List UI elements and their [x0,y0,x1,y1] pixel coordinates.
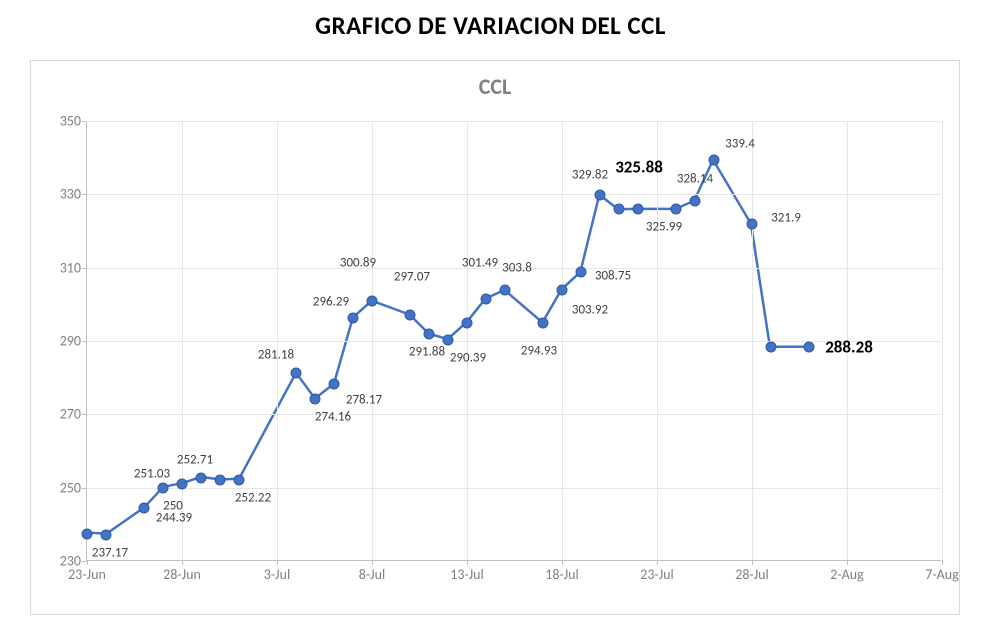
y-tick-label: 350 [60,113,87,130]
y-tick-label: 330 [60,186,87,203]
data-marker [234,474,245,485]
data-label: 288.28 [825,337,873,358]
data-label: 325.88 [615,157,663,178]
data-marker [557,284,568,295]
y-tick-label: 270 [60,406,87,423]
x-tick-label: 23-Jun [68,560,106,583]
data-marker [424,329,435,340]
data-label: 291.88 [409,345,445,360]
data-marker [348,312,359,323]
data-marker [196,472,207,483]
data-marker [633,204,644,215]
x-tick-label: 13-Jul [450,560,484,583]
gridline-vertical [562,121,563,560]
page-title: GRAFICO DE VARIACION DEL CCL [0,10,981,41]
data-marker [747,219,758,230]
data-label: 297.07 [394,270,430,285]
data-marker [804,342,815,353]
data-marker [329,379,340,390]
data-label: 274.16 [315,410,351,425]
data-marker [367,296,378,307]
ccl-chart: CCL 23025027029031033035023-Jun28-Jun3-J… [30,60,960,615]
x-tick-label: 23-Jul [640,560,674,583]
plot-area: 23025027029031033035023-Jun28-Jun3-Jul8-… [86,121,941,561]
data-marker [766,342,777,353]
gridline-horizontal [87,121,941,122]
x-tick-label: 28-Jul [735,560,769,583]
gridline-horizontal [87,414,941,415]
data-marker [462,317,473,328]
data-label: 294.93 [521,343,557,358]
data-marker [215,475,226,486]
y-tick-label: 290 [60,333,87,350]
x-tick-label: 3-Jul [264,560,290,583]
gridline-horizontal [87,341,941,342]
x-tick-label: 28-Jun [163,560,201,583]
data-label: 339.4 [725,136,755,151]
data-label: 278.17 [346,393,382,408]
data-label: 281.18 [258,348,294,363]
gridline-vertical [752,121,753,560]
data-label: 251.03 [134,466,170,481]
data-label: 237.17 [92,545,128,560]
data-label: 252.22 [235,490,271,505]
data-marker [481,293,492,304]
data-label: 250 [163,498,183,513]
data-label: 308.75 [595,269,631,284]
x-tick-label: 7-Aug [925,560,958,583]
data-label: 325.99 [646,220,682,235]
data-label: 252.71 [177,452,213,467]
data-marker [177,478,188,489]
data-label: 328.14 [677,172,713,187]
data-marker [101,529,112,540]
gridline-vertical [372,121,373,560]
data-marker [310,394,321,405]
data-marker [139,503,150,514]
gridline-vertical [942,121,943,560]
y-tick-label: 310 [60,259,87,276]
data-label: 300.89 [340,256,376,271]
data-label: 329.82 [572,167,608,182]
chart-title: CCL [31,73,959,100]
data-marker [291,368,302,379]
data-label: 303.8 [502,261,532,276]
data-label: 321.9 [771,211,801,226]
data-marker [709,154,720,165]
data-marker [576,267,587,278]
x-tick-label: 8-Jul [359,560,385,583]
data-marker [690,196,701,207]
gridline-vertical [277,121,278,560]
data-label: 303.92 [572,302,608,317]
data-marker [405,310,416,321]
y-tick-label: 250 [60,479,87,496]
data-marker [500,285,511,296]
data-marker [671,204,682,215]
gridline-vertical [657,121,658,560]
x-tick-label: 2-Aug [830,560,863,583]
data-label: 296.29 [313,294,349,309]
x-tick-label: 18-Jul [545,560,579,583]
data-marker [595,189,606,200]
data-label: 290.39 [450,350,486,365]
gridline-horizontal [87,488,941,489]
gridline-horizontal [87,194,941,195]
data-marker [614,204,625,215]
data-marker [538,317,549,328]
gridline-vertical [182,121,183,560]
data-marker [158,482,169,493]
gridline-vertical [467,121,468,560]
data-marker [443,334,454,345]
data-label: 301.49 [462,255,498,270]
data-marker [82,528,93,539]
